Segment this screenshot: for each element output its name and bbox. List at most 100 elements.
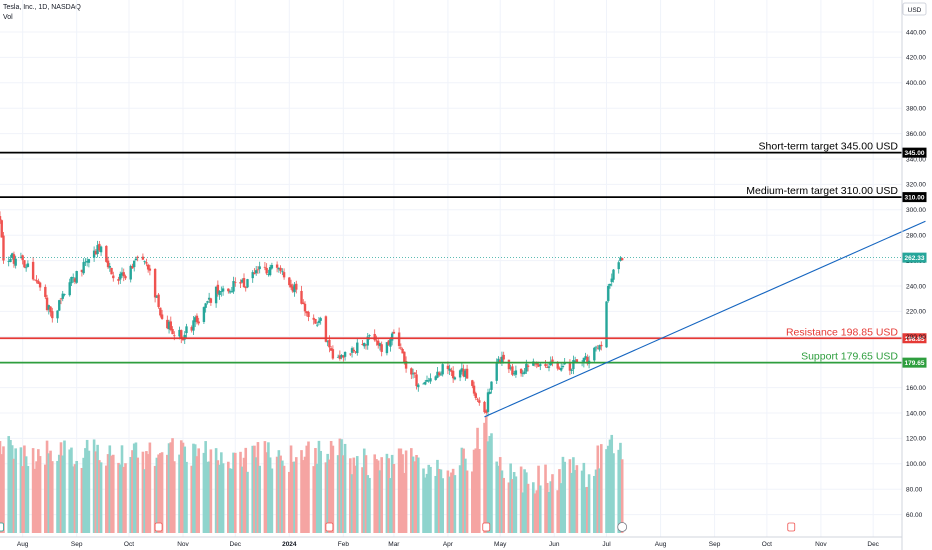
volume-bar bbox=[14, 448, 17, 533]
candle-body bbox=[586, 356, 589, 364]
volume-bar bbox=[434, 475, 438, 533]
volume-bar bbox=[559, 483, 563, 533]
candle-body bbox=[98, 243, 101, 251]
volume-bar bbox=[519, 466, 523, 533]
price-tick-label: 120.00 bbox=[906, 436, 926, 443]
trendline bbox=[484, 220, 926, 418]
candle-body bbox=[12, 254, 16, 264]
volume-bar bbox=[599, 444, 603, 533]
volume-bar bbox=[57, 454, 61, 533]
volume-bar bbox=[462, 448, 465, 533]
candle-body bbox=[460, 368, 464, 372]
candle-body bbox=[465, 368, 469, 379]
candle-body bbox=[148, 268, 152, 271]
volume-bar bbox=[294, 457, 298, 533]
candle-body bbox=[220, 291, 223, 293]
candle-body bbox=[417, 384, 420, 388]
grid bbox=[0, 0, 902, 537]
candle-body bbox=[413, 372, 416, 374]
candle-body bbox=[340, 354, 343, 358]
candle-body bbox=[354, 351, 357, 353]
volume-bar bbox=[415, 454, 418, 533]
time-tick-label: 2024 bbox=[282, 541, 297, 548]
price-tick-label: 140.00 bbox=[906, 410, 926, 417]
candle-body bbox=[399, 347, 403, 349]
candle-body bbox=[94, 251, 98, 255]
candle-body bbox=[207, 297, 211, 300]
candle-body bbox=[277, 268, 281, 270]
volume-bar bbox=[108, 445, 112, 533]
volume-bar bbox=[59, 442, 63, 533]
volume-bar bbox=[338, 438, 342, 533]
candle-body bbox=[72, 277, 75, 279]
currency-label: USD bbox=[908, 7, 922, 14]
candle-body bbox=[11, 253, 14, 258]
volume-bar bbox=[355, 456, 359, 533]
candle-body bbox=[246, 279, 249, 288]
volume-bar bbox=[350, 474, 354, 533]
candle-body bbox=[502, 354, 505, 360]
candle-body bbox=[472, 385, 476, 394]
price-tick-label: 280.00 bbox=[906, 233, 926, 240]
volume-bar bbox=[185, 461, 188, 533]
volume-bar bbox=[326, 453, 329, 533]
candle-body bbox=[270, 264, 274, 269]
candle-body bbox=[497, 358, 500, 364]
candle-body bbox=[495, 362, 498, 381]
volume-bar bbox=[122, 466, 126, 533]
price-tick-label: 340.00 bbox=[906, 156, 926, 163]
price-tick-label: 300.00 bbox=[906, 207, 926, 214]
candle-body bbox=[131, 266, 134, 269]
candle-body bbox=[317, 320, 321, 323]
candle-body bbox=[258, 266, 261, 270]
volume-bar bbox=[315, 463, 319, 533]
candle-body bbox=[403, 351, 406, 363]
volume-bar bbox=[373, 454, 377, 533]
candle-body bbox=[377, 340, 380, 346]
time-tick-label: Nov bbox=[815, 541, 827, 548]
volume-bar bbox=[544, 464, 547, 533]
volume-bar bbox=[450, 472, 453, 533]
candle-body bbox=[608, 283, 612, 286]
candle-body bbox=[385, 342, 389, 354]
candle-body bbox=[343, 352, 347, 357]
candle-body bbox=[453, 377, 457, 380]
candle-body bbox=[145, 262, 148, 264]
volume-bar bbox=[172, 461, 176, 533]
volume-bar bbox=[368, 477, 371, 533]
volume-bar bbox=[425, 473, 429, 533]
candle-body bbox=[96, 245, 99, 255]
currency-box bbox=[902, 2, 927, 16]
volume-bar bbox=[502, 477, 505, 533]
volume-bar bbox=[282, 465, 286, 533]
event-markers bbox=[0, 522, 796, 532]
candle-body bbox=[267, 274, 270, 275]
volume-bar bbox=[281, 460, 284, 533]
volume-bar bbox=[2, 446, 5, 533]
candle-body bbox=[404, 361, 408, 369]
volume-bar bbox=[507, 482, 511, 533]
volume-bar bbox=[490, 433, 493, 533]
volume-bar bbox=[44, 464, 47, 533]
candle-body bbox=[352, 349, 355, 352]
candle-body bbox=[429, 378, 432, 382]
volume-bar bbox=[488, 435, 492, 533]
volume-bar bbox=[221, 463, 225, 533]
candle-body bbox=[56, 310, 59, 319]
price-tick-label: 440.00 bbox=[906, 29, 926, 36]
volume-bar bbox=[31, 448, 35, 533]
candle-body bbox=[166, 319, 169, 329]
volume-bar bbox=[220, 452, 223, 533]
lightning-marker-icon bbox=[617, 522, 628, 532]
candle-body bbox=[600, 344, 603, 347]
candle-body bbox=[146, 264, 150, 270]
candle-body bbox=[291, 286, 294, 292]
earnings-marker-icon bbox=[787, 522, 796, 532]
candle-body bbox=[19, 256, 23, 258]
volume-bar bbox=[263, 441, 267, 533]
volume-bar bbox=[253, 445, 256, 533]
candle-body bbox=[305, 311, 308, 314]
volume-bar bbox=[111, 454, 115, 533]
candle-body bbox=[232, 281, 235, 292]
